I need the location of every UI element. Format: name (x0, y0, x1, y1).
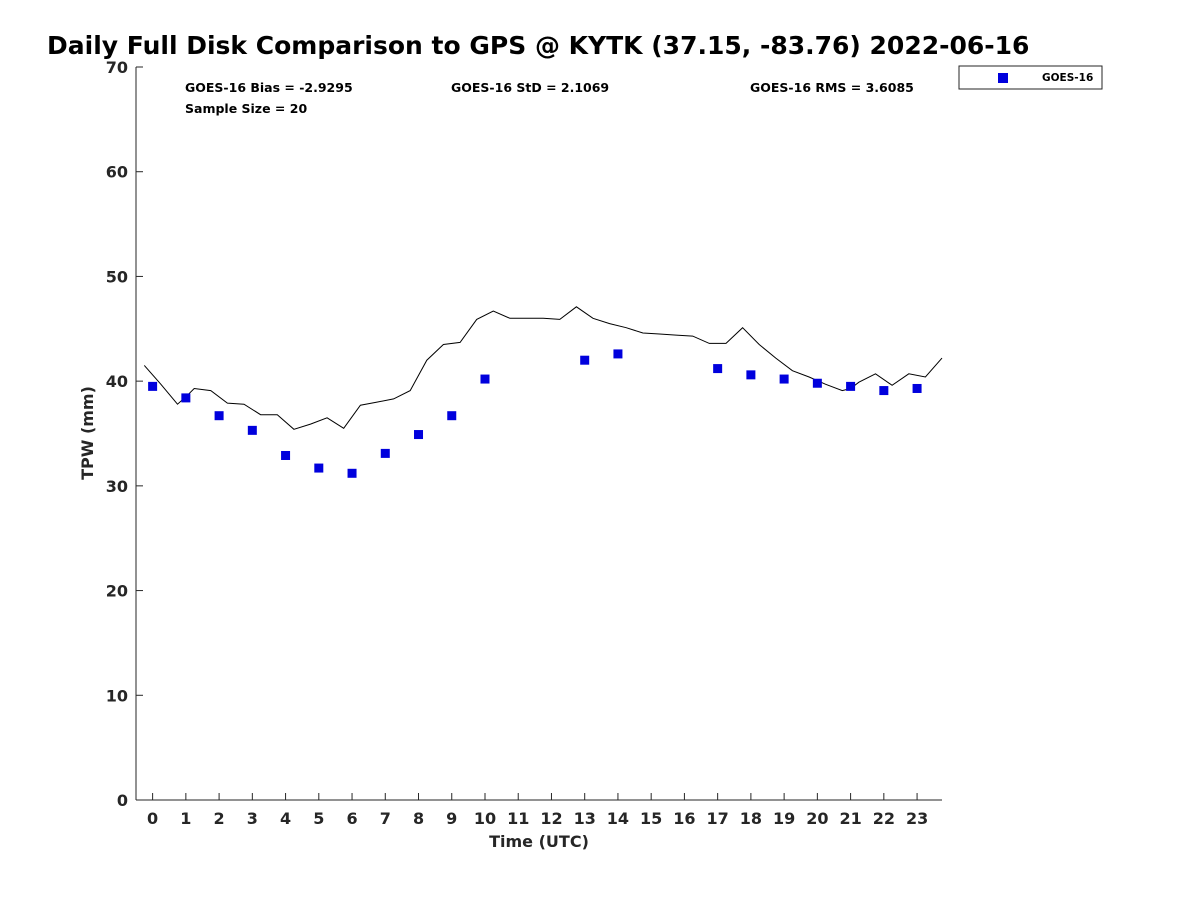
stat-std: GOES-16 StD = 2.1069 (451, 80, 609, 95)
x-tick-label: 14 (607, 809, 629, 828)
goes16-point (414, 430, 424, 440)
plot-area (136, 67, 942, 800)
legend: GOES-16 (958, 65, 1103, 90)
x-tick-label: 2 (214, 809, 225, 828)
x-tick-label: 15 (640, 809, 662, 828)
x-tick-label: 17 (707, 809, 729, 828)
chart-title: Daily Full Disk Comparison to GPS @ KYTK… (47, 31, 1029, 60)
y-tick-label: 50 (106, 267, 128, 286)
stat-bias: GOES-16 Bias = -2.9295 (185, 80, 353, 95)
x-tick-label: 4 (280, 809, 291, 828)
x-tick-label: 21 (839, 809, 861, 828)
goes16-point (713, 364, 723, 374)
x-tick-label: 8 (413, 809, 424, 828)
goes16-point (214, 411, 224, 421)
y-tick-label: 10 (106, 686, 128, 705)
goes16-point (247, 425, 257, 435)
goes16-point (380, 448, 390, 458)
goes16-point (347, 468, 357, 478)
goes16-point (613, 349, 623, 359)
y-tick-label: 30 (106, 477, 128, 496)
x-tick-label: 7 (380, 809, 391, 828)
x-tick-label: 16 (673, 809, 695, 828)
x-tick-label: 5 (313, 809, 324, 828)
x-tick-label: 22 (873, 809, 895, 828)
legend-box (958, 65, 1103, 90)
stat-sample-size: Sample Size = 20 (185, 101, 307, 116)
goes16-point (447, 411, 457, 421)
y-tick-label: 20 (106, 582, 128, 601)
legend-marker-square (998, 73, 1008, 83)
x-ticks: 0 1 2 3 4 5 6 7 8 9 10 11 12 13 14 15 16 17 18 19 20 21 22 23 (147, 793, 928, 828)
y-ticks: 0 10 20 30 40 50 60 70 (106, 58, 143, 810)
x-tick-label: 19 (773, 809, 795, 828)
x-tick-label: 1 (180, 809, 191, 828)
goes16-point (148, 381, 158, 391)
goes16-point (580, 355, 590, 365)
goes16-point (912, 383, 922, 393)
x-tick-label: 0 (147, 809, 158, 828)
y-tick-label: 70 (106, 58, 128, 77)
y-tick-label: 60 (106, 163, 128, 182)
x-tick-label: 3 (247, 809, 258, 828)
goes16-point (846, 381, 856, 391)
goes16-point (314, 463, 324, 473)
goes16-point (746, 370, 756, 380)
x-tick-label: 10 (474, 809, 496, 828)
goes16-point (480, 374, 490, 384)
goes16-point (779, 374, 789, 384)
goes16-point (181, 393, 191, 403)
x-tick-label: 9 (446, 809, 457, 828)
x-tick-label: 11 (507, 809, 529, 828)
goes16-point (812, 378, 822, 388)
legend-label: GOES-16 (1042, 72, 1093, 84)
goes16-point (879, 386, 889, 396)
x-tick-label: 18 (740, 809, 762, 828)
x-tick-label: 13 (574, 809, 596, 828)
stat-rms: GOES-16 RMS = 3.6085 (750, 80, 914, 95)
x-tick-label: 20 (806, 809, 828, 828)
y-tick-label: 40 (106, 372, 128, 391)
x-axis-label: Time (UTC) (489, 832, 589, 851)
y-axis-label: TPW (mm) (78, 386, 97, 480)
goes16-point (281, 450, 291, 460)
x-tick-label: 12 (540, 809, 562, 828)
x-tick-label: 6 (346, 809, 357, 828)
goes16-series-points (148, 349, 922, 478)
y-tick-label: 0 (117, 791, 128, 810)
x-tick-label: 23 (906, 809, 928, 828)
